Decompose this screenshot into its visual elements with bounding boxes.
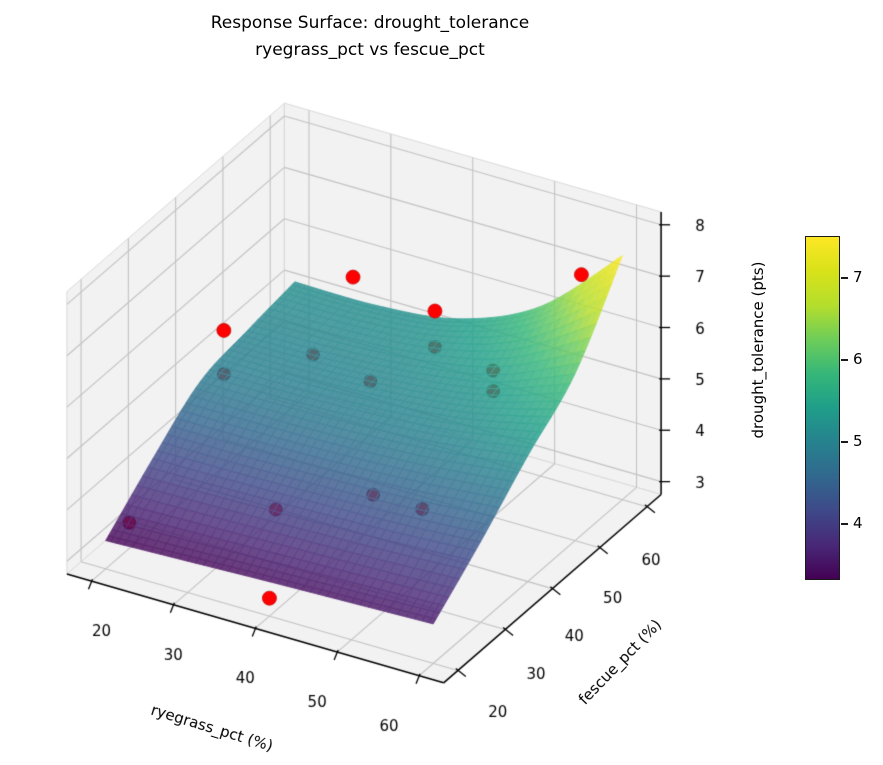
colorbar: 4 5 6 7: [805, 236, 863, 580]
colorbar-tick-mark: [841, 522, 848, 525]
colorbar-tick-label: 5: [853, 431, 863, 450]
chart-title-line2: ryegrass_pct vs fescue_pct: [255, 40, 485, 60]
colorbar-tick-mark: [841, 276, 848, 279]
z-axis-label: drought_tolerance (pts): [749, 261, 767, 439]
colorbar-tick-mark: [841, 358, 848, 361]
chart-title-line1: Response Surface: drought_tolerance: [210, 13, 530, 33]
colorbar-tick-mark: [841, 440, 848, 443]
colorbar-tick-label: 4: [853, 513, 863, 532]
colorbar-tick-label: 7: [853, 267, 863, 286]
colorbar-tick-label: 6: [853, 349, 863, 368]
chart-title: Response Surface: drought_tolerance ryeg…: [0, 10, 740, 64]
